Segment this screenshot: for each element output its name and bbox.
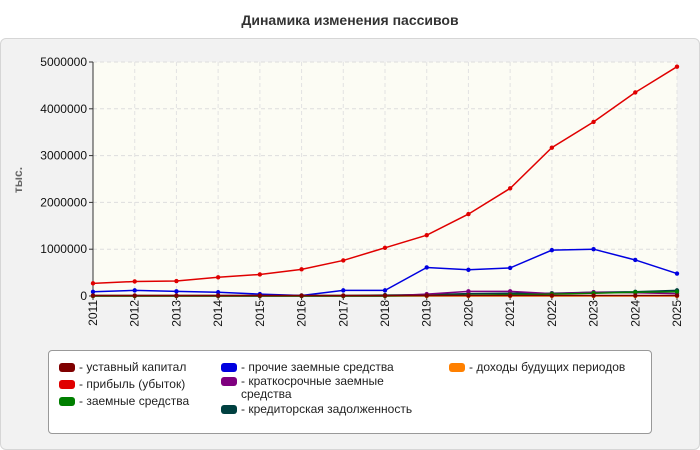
x-tick-label: 2012 [128, 300, 142, 327]
legend-swatch [59, 363, 75, 372]
x-tick-label: 2019 [420, 300, 434, 327]
data-point [341, 288, 346, 293]
data-point [507, 265, 513, 271]
data-point [90, 289, 96, 294]
data-point [674, 64, 680, 69]
data-point [299, 267, 304, 272]
data-point [424, 265, 429, 270]
data-point [633, 257, 638, 263]
legend-item: - краткосрочные заемные средства [221, 375, 391, 401]
data-point [466, 211, 471, 217]
x-tick-label: 2017 [336, 300, 350, 327]
legend-item: - кредиторская задолженность [221, 403, 441, 416]
x-tick-label: 2021 [503, 300, 517, 327]
chart-title: Динамика изменения пассивов [241, 12, 459, 28]
x-tick-label: 2018 [378, 300, 392, 327]
y-tick-label: 2000000 [40, 195, 87, 209]
x-tick-label: 2015 [253, 300, 267, 327]
data-point [591, 247, 596, 252]
y-tick-label: 4000000 [40, 102, 87, 116]
series-1 [90, 64, 680, 286]
x-tick-label: 2020 [461, 300, 475, 327]
data-point [633, 290, 638, 295]
legend-item: - прочие заемные средства [221, 361, 431, 374]
data-point [549, 247, 555, 253]
data-point [674, 271, 680, 276]
data-point [466, 293, 471, 298]
x-tick-label: 2023 [587, 300, 601, 327]
data-point [507, 289, 513, 294]
y-tick-label: 5000000 [40, 55, 87, 69]
data-point [299, 293, 304, 298]
legend-label: - заемные средства [79, 394, 190, 408]
data-point [424, 232, 429, 238]
data-point [507, 293, 513, 298]
x-tick-label: 2013 [169, 300, 183, 327]
legend-label: - уставный капитал [79, 360, 187, 374]
x-tick-label: 2014 [211, 300, 225, 327]
data-point [90, 281, 96, 286]
data-point [132, 279, 137, 284]
legend-swatch [59, 397, 75, 406]
legend-swatch [449, 363, 465, 372]
data-point [591, 293, 596, 298]
series-0 [90, 293, 680, 298]
legend-item: - доходы будущих периодов [449, 361, 649, 374]
data-point [674, 289, 680, 294]
data-point [382, 245, 388, 250]
data-point [591, 119, 596, 125]
legend-item: - прибыль (убыток) [59, 378, 209, 391]
data-point [215, 293, 221, 298]
legend-swatch [59, 380, 75, 389]
y-tick-label: 3000000 [40, 149, 87, 163]
y-tick-label: 1000000 [40, 242, 87, 256]
data-point [674, 293, 680, 298]
data-point [90, 293, 96, 298]
data-point [132, 293, 137, 298]
data-point [633, 293, 638, 298]
legend-label: - доходы будущих периодов [469, 360, 626, 374]
legend-item: - заемные средства [59, 395, 209, 408]
data-point [215, 290, 221, 295]
data-point [549, 293, 555, 298]
legend-swatch [221, 405, 237, 414]
legend-label: - прочие заемные средства [241, 360, 394, 374]
data-point [132, 288, 137, 293]
data-point [382, 288, 388, 293]
y-axis-label: тыс. [11, 167, 25, 193]
x-tick-label: 2025 [670, 300, 684, 327]
x-tick-label: 2024 [628, 300, 642, 327]
legend-swatch [221, 363, 237, 372]
data-point [341, 293, 346, 298]
x-tick-label: 2011 [86, 300, 100, 326]
data-point [382, 293, 388, 298]
legend-item: - уставный капитал [59, 361, 209, 374]
data-point [174, 278, 179, 284]
legend-swatch [221, 377, 237, 386]
x-tick-label: 2022 [545, 300, 559, 327]
data-point [549, 145, 555, 150]
data-point [174, 293, 179, 298]
legend-label: - краткосрочные заемные средства [241, 374, 384, 401]
chart-legend: - уставный капитал - прибыль (убыток) - за… [48, 350, 652, 434]
data-point [424, 293, 429, 298]
data-point [215, 275, 221, 280]
legend-label: - кредиторская задолженность [241, 402, 413, 416]
data-point [341, 258, 346, 263]
data-point [507, 186, 513, 191]
data-point [466, 267, 471, 272]
data-point [466, 289, 471, 294]
y-tick-label: 0 [80, 289, 87, 303]
data-point [257, 293, 263, 298]
legend-label: - прибыль (убыток) [79, 377, 186, 391]
data-point [257, 272, 263, 277]
data-point [174, 289, 179, 294]
data-point [633, 90, 638, 95]
x-tick-label: 2016 [295, 300, 309, 327]
